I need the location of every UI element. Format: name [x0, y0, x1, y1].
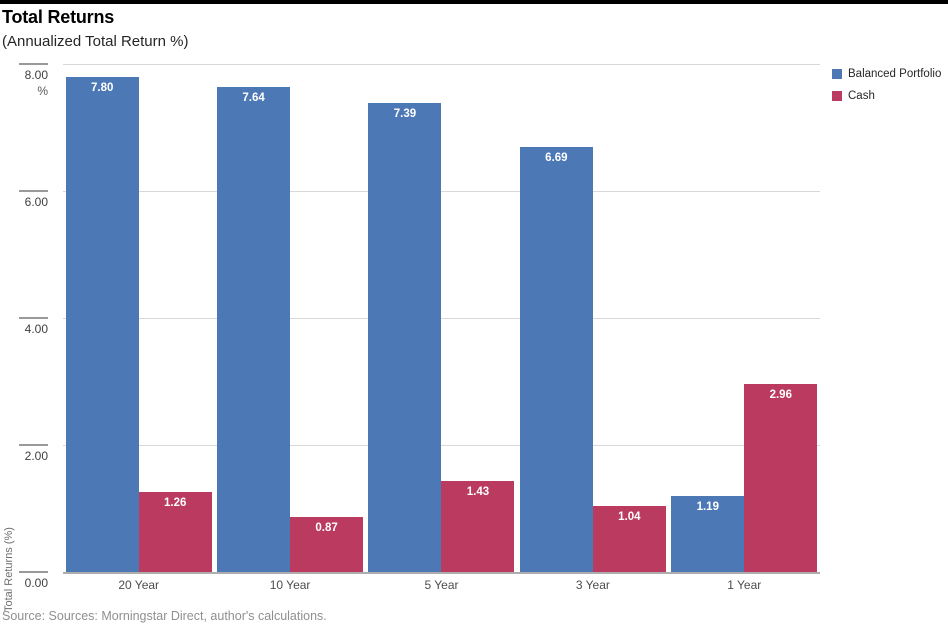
y-tick-label: 2.00	[24, 449, 48, 463]
top-border-rule	[0, 0, 948, 4]
bar: 7.64	[217, 86, 291, 572]
bar-value-label: 1.26	[163, 497, 187, 509]
bar: 1.43	[441, 481, 515, 572]
bar-value-label: 6.69	[545, 152, 568, 165]
gridline	[63, 191, 820, 192]
legend-label: Balanced Portfolio	[848, 68, 942, 80]
bar: 0.87	[290, 516, 364, 572]
category-label: 20 Year	[118, 578, 160, 592]
bar-value-label: 7.80	[90, 81, 114, 94]
y-tick-label: 0.00	[24, 576, 48, 590]
legend-swatch	[832, 91, 842, 101]
y-tick-mark	[19, 190, 48, 192]
bar: 1.19	[671, 496, 745, 572]
legend-item: Balanced Portfolio	[832, 68, 941, 80]
y-tick-mark	[19, 571, 48, 573]
bar: 1.04	[592, 506, 666, 572]
bar-value-label: 0.87	[315, 521, 338, 534]
bar-value-label: 7.64	[242, 91, 265, 104]
bar: 7.80	[65, 76, 139, 572]
page-title: Total Returns	[2, 7, 115, 27]
y-tick-label: 4.00	[24, 322, 48, 336]
y-tick-label: 8.00	[24, 68, 48, 82]
plot-area: 7.80 1.26 7.64 0.87 7.39 1.43 6.69 1.04 1.19 2.96	[63, 64, 820, 572]
legend-swatch	[832, 69, 842, 79]
y-tick-mark	[19, 63, 48, 65]
bar-value-label: 1.43	[466, 486, 490, 499]
x-axis-labels: 20 Year 10 Year 5 Year 3 Year 1 Year	[63, 578, 820, 592]
page-subtitle: (Annualized Total Return %)	[2, 33, 189, 50]
bar-value-label: 7.39	[393, 107, 417, 120]
bar-group: 7.80 1.26	[63, 76, 214, 572]
bar-group: 1.19 2.96	[669, 384, 820, 572]
gridline	[63, 64, 820, 65]
bar: 7.39	[368, 102, 442, 572]
y-axis-title: Total Returns (%)	[3, 527, 15, 612]
bar-group: 7.64 0.87	[214, 86, 365, 572]
y-tick-mark	[19, 444, 48, 446]
category-label: 1 Year	[727, 578, 762, 592]
bar-value-label: 2.96	[769, 389, 792, 401]
legend-label: Cash	[848, 90, 875, 102]
legend-item: Cash	[832, 90, 941, 102]
gridline	[63, 445, 820, 446]
bar-group: 7.39 1.43	[366, 102, 517, 572]
bar-value-label: 1.04	[618, 511, 641, 523]
bar: 6.69	[519, 147, 593, 572]
legend: Balanced Portfolio Cash	[832, 68, 941, 112]
category-label: 10 Year	[269, 578, 311, 592]
bar-value-label: 1.19	[696, 501, 719, 514]
bar: 1.26	[138, 492, 212, 572]
bar-group: 6.69 1.04	[517, 147, 668, 572]
category-label: 3 Year	[575, 578, 610, 592]
category-label: 5 Year	[424, 578, 459, 592]
gridline	[63, 318, 820, 319]
y-axis-unit-label: %	[37, 84, 48, 98]
x-axis-line	[63, 572, 820, 574]
source-note: Source: Sources: Morningstar Direct, aut…	[2, 609, 327, 623]
y-tick-label: 6.00	[24, 195, 48, 209]
bar: 2.96	[744, 384, 818, 572]
y-tick-mark	[19, 317, 48, 319]
